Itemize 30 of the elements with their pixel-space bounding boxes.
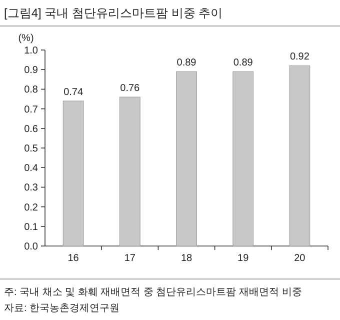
y-tick-label: 0.1 xyxy=(24,222,38,233)
bar xyxy=(62,100,84,246)
data-label: 0.74 xyxy=(64,86,84,98)
y-tick-label: 0.0 xyxy=(24,242,38,252)
bar xyxy=(289,65,310,246)
data-label: 0.89 xyxy=(233,58,254,69)
y-axis-title: (%) xyxy=(18,33,34,44)
x-tick-label: 18 xyxy=(180,253,192,264)
bar xyxy=(232,71,254,246)
y-tick-label: 0.4 xyxy=(24,163,38,174)
x-tick-label: 20 xyxy=(294,253,306,264)
y-tick-label: 0.2 xyxy=(24,202,38,214)
chart-title: [그림4] 국내 첨단유리스마트팜 비중 추이 xyxy=(4,6,223,20)
y-tick-label: 1.0 xyxy=(24,46,38,56)
text: 자료: 한국농촌경제연구원 xyxy=(4,303,120,314)
x-tick-label: 19 xyxy=(238,253,250,264)
bar xyxy=(119,96,140,246)
data-label: 0.89 xyxy=(176,58,197,69)
data-label: 0.92 xyxy=(290,52,310,63)
y-tick-label: 0.8 xyxy=(24,84,38,96)
data-label: 0.76 xyxy=(120,83,140,94)
y-tick-label: 0.7 xyxy=(24,104,38,116)
y-tick-label: 0.3 xyxy=(24,182,38,194)
text: 주: 국내 채소 및 화훼 재배면적 중 첨단유리스마트팜 재배면적 비중 xyxy=(4,287,302,298)
bar xyxy=(176,71,197,246)
y-tick-label: 0.5 xyxy=(24,144,38,154)
y-tick-label: 0.6 xyxy=(24,124,38,135)
x-tick-label: 16 xyxy=(68,253,80,264)
x-tick-label: 17 xyxy=(124,253,136,264)
y-tick-label: 0.9 xyxy=(24,65,38,76)
